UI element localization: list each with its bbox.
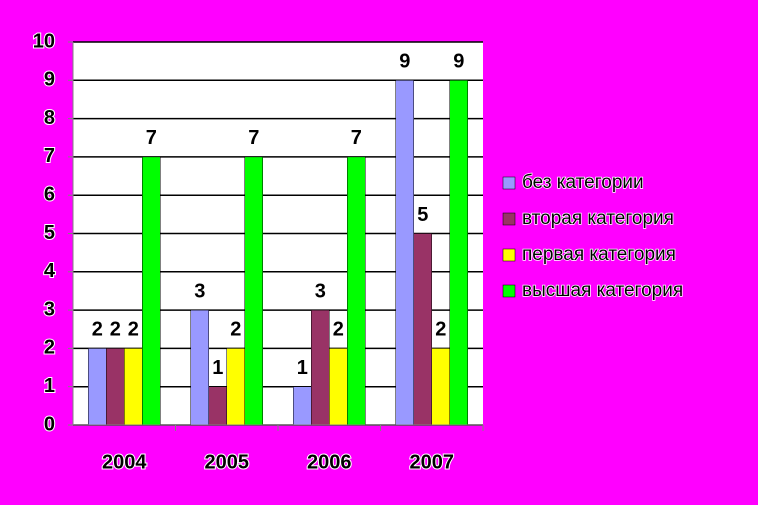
y-tick-label: 6 — [44, 183, 55, 205]
data-label: 3 — [315, 280, 326, 302]
bar — [142, 156, 161, 426]
y-tick-label: 3 — [44, 298, 55, 320]
bar — [431, 348, 450, 426]
legend-label: без категории — [522, 172, 644, 193]
data-label: 2 — [435, 319, 446, 341]
bar — [190, 309, 209, 426]
bar — [329, 348, 348, 426]
bar — [311, 309, 330, 426]
data-label: 2 — [333, 319, 344, 341]
bar — [208, 386, 227, 426]
bar — [413, 233, 432, 426]
y-tick-label: 8 — [44, 107, 55, 129]
bar — [124, 348, 143, 426]
bar — [226, 348, 245, 426]
data-label: 2 — [128, 319, 139, 341]
legend-label: первая категория — [522, 244, 676, 265]
data-label: 7 — [248, 127, 259, 149]
y-tick-label: 5 — [44, 222, 55, 244]
bar — [106, 348, 125, 426]
data-label: 2 — [230, 319, 241, 341]
legend-swatch — [502, 212, 516, 226]
y-tick-label: 7 — [44, 145, 55, 167]
y-tick-label: 9 — [44, 69, 55, 91]
x-tick-label: 2004 — [102, 451, 147, 473]
legend-swatch — [502, 248, 516, 262]
data-label: 7 — [351, 127, 362, 149]
y-tick-label: 10 — [33, 30, 55, 52]
bar — [88, 348, 107, 426]
legend-swatch — [502, 284, 516, 298]
data-label: 7 — [146, 127, 157, 149]
bar — [395, 80, 414, 426]
bar — [293, 386, 312, 426]
data-label: 1 — [212, 357, 223, 379]
x-tick-label: 2005 — [205, 451, 250, 473]
legend-label: высшая категория — [522, 280, 683, 301]
y-tick-label: 2 — [44, 337, 55, 359]
x-tick-label: 2006 — [307, 451, 352, 473]
data-label: 9 — [399, 51, 410, 73]
data-label: 5 — [417, 204, 428, 226]
data-label: 1 — [297, 357, 308, 379]
data-label: 2 — [110, 319, 121, 341]
y-tick-label: 4 — [44, 260, 56, 282]
data-label: 2 — [92, 319, 103, 341]
legend-label: вторая категория — [522, 208, 674, 229]
legend-swatch — [502, 176, 516, 190]
bar — [244, 156, 263, 426]
data-label: 3 — [194, 280, 205, 302]
bar — [347, 156, 366, 426]
bar — [449, 80, 468, 426]
x-tick-label: 2007 — [410, 451, 455, 473]
data-label: 9 — [453, 51, 464, 73]
y-tick-label: 1 — [44, 375, 55, 397]
y-tick-label: 0 — [44, 413, 55, 435]
